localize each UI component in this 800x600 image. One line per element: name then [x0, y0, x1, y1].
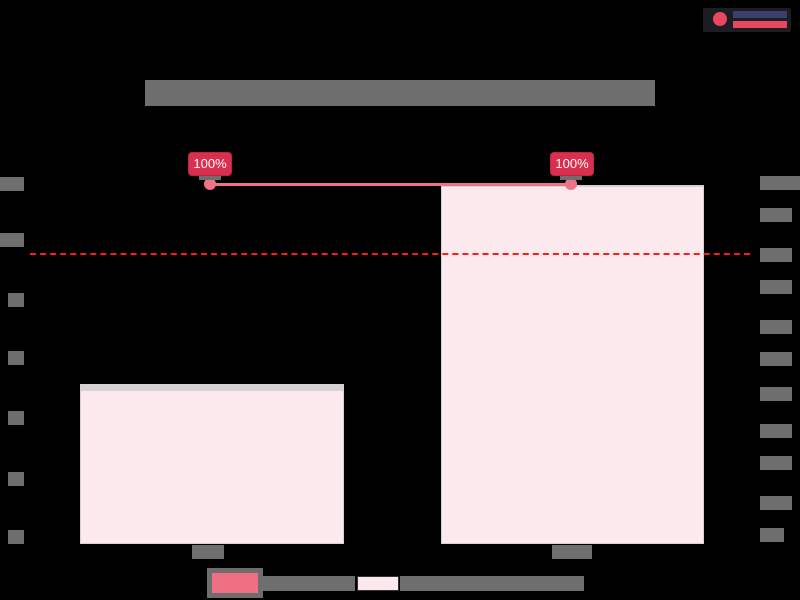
y-tick-label: 12 [0, 177, 24, 191]
y-tick-label: 2 [8, 472, 24, 486]
y2-tick-label: 80% [760, 248, 792, 262]
y2-tick-label: 20% [760, 456, 792, 470]
y2-tick-label: 60% [760, 320, 792, 334]
logo-icon [713, 12, 727, 26]
y2-tick-label: 40% [760, 387, 792, 401]
x-tick-label [192, 545, 224, 559]
legend-swatch-bar[interactable] [357, 576, 399, 591]
legend-label-bar[interactable] [400, 576, 584, 591]
bar-category-1[interactable] [80, 384, 344, 544]
y2-tick-label: 0% [760, 528, 784, 542]
line-point-1[interactable] [204, 178, 216, 190]
y2-tick-label: 90% [760, 208, 792, 222]
bar-category-2[interactable] [441, 185, 704, 544]
data-label-badge: 100% [551, 153, 593, 175]
legend-swatch-line[interactable] [207, 568, 263, 598]
y-tick-label: 0 [8, 530, 24, 544]
y2-tick-label: 100% [760, 176, 800, 190]
y2-tick-label: 70% [760, 280, 792, 294]
x-tick-label [552, 545, 592, 559]
y-tick-label: 6 [8, 351, 24, 365]
y2-tick-label: 50% [760, 352, 792, 366]
y-tick-label: 8 [8, 293, 24, 307]
percentage-line [210, 183, 571, 186]
line-point-2[interactable] [565, 178, 577, 190]
reference-line [30, 253, 750, 255]
brand-logo [703, 8, 791, 32]
chart-title [145, 80, 655, 106]
y2-tick-label: 10% [760, 496, 792, 510]
data-label-badge: 100% [189, 153, 231, 175]
y2-tick-label: 30% [760, 424, 792, 438]
y-tick-label: 10 [0, 233, 24, 247]
legend-label-line[interactable] [263, 576, 355, 591]
y-tick-label: 4 [8, 411, 24, 425]
